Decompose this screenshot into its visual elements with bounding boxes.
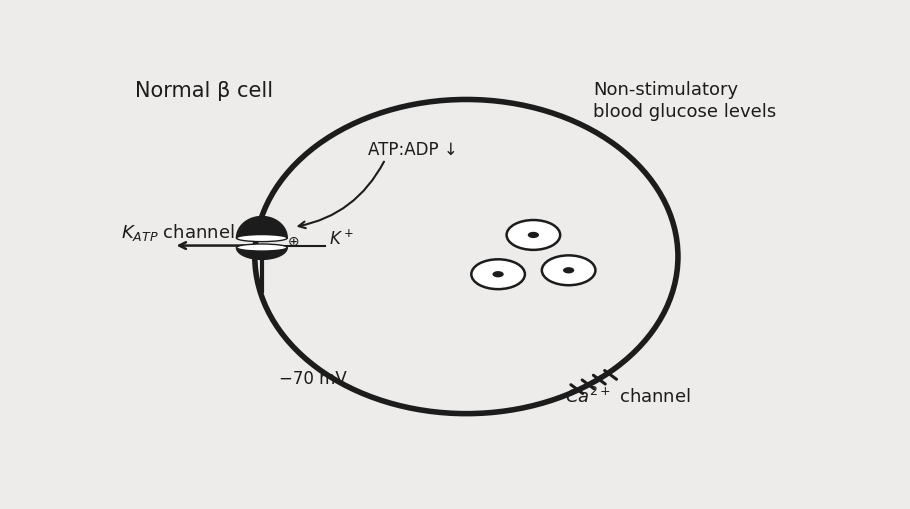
Polygon shape bbox=[237, 248, 288, 260]
Text: $K^+$: $K^+$ bbox=[329, 229, 354, 248]
Polygon shape bbox=[237, 217, 288, 239]
Circle shape bbox=[507, 220, 561, 250]
Text: Non-stimulatory
blood glucose levels: Non-stimulatory blood glucose levels bbox=[593, 80, 776, 121]
Circle shape bbox=[471, 260, 525, 290]
Circle shape bbox=[541, 256, 595, 286]
Circle shape bbox=[528, 232, 539, 239]
Text: Normal β cell: Normal β cell bbox=[135, 80, 273, 101]
Circle shape bbox=[492, 271, 504, 278]
Text: $\mathit{K}_{ATP}$ channel: $\mathit{K}_{ATP}$ channel bbox=[121, 221, 235, 242]
Ellipse shape bbox=[237, 235, 288, 242]
Circle shape bbox=[563, 268, 574, 274]
Text: ATP:ADP ↓: ATP:ADP ↓ bbox=[368, 140, 458, 158]
Text: −70 mV: −70 mV bbox=[279, 370, 348, 387]
Text: $\oplus$: $\oplus$ bbox=[288, 234, 299, 248]
Text: $Ca^{2+}$ channel: $Ca^{2+}$ channel bbox=[565, 386, 691, 406]
Ellipse shape bbox=[237, 244, 288, 251]
